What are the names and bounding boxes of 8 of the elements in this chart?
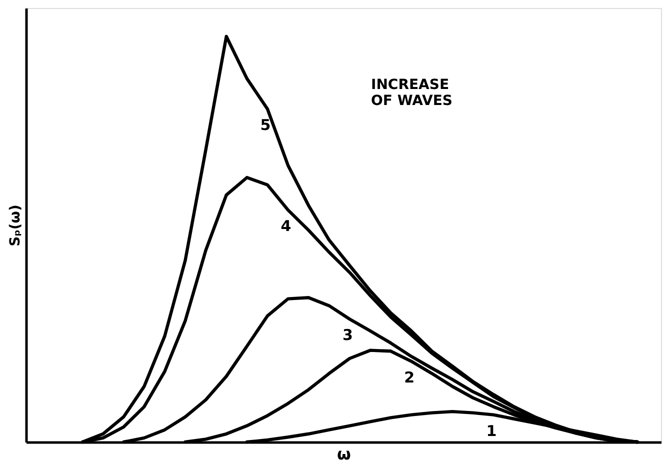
series-label: 5 bbox=[260, 116, 271, 134]
x-axis-title: ω bbox=[337, 444, 352, 464]
series-label: 1 bbox=[486, 422, 497, 440]
annotation: INCREASE OF WAVES bbox=[371, 77, 453, 109]
series-label: 4 bbox=[280, 216, 292, 235]
y-axis-title: Sₚ(ω) bbox=[8, 204, 24, 246]
series-label: 2 bbox=[404, 368, 415, 386]
series-label: 3 bbox=[342, 326, 353, 344]
